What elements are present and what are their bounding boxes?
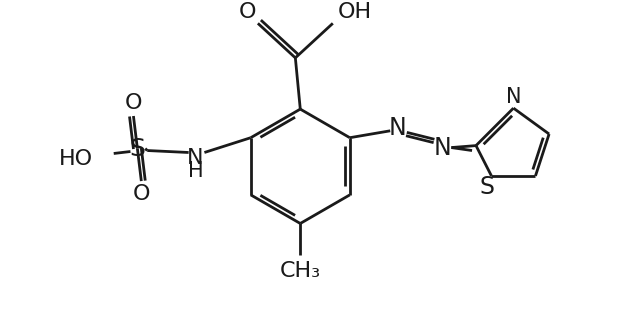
Text: N: N <box>388 116 406 140</box>
Text: O: O <box>125 93 142 113</box>
Text: S: S <box>129 137 145 161</box>
Text: S: S <box>479 175 494 199</box>
Text: H: H <box>188 161 204 181</box>
Text: O: O <box>238 3 256 23</box>
Text: CH₃: CH₃ <box>280 261 321 281</box>
Text: OH: OH <box>337 2 372 22</box>
Text: N: N <box>434 136 451 160</box>
Text: N: N <box>188 148 204 168</box>
Text: O: O <box>132 184 150 204</box>
Text: HO: HO <box>59 149 93 169</box>
Text: N: N <box>506 87 521 107</box>
